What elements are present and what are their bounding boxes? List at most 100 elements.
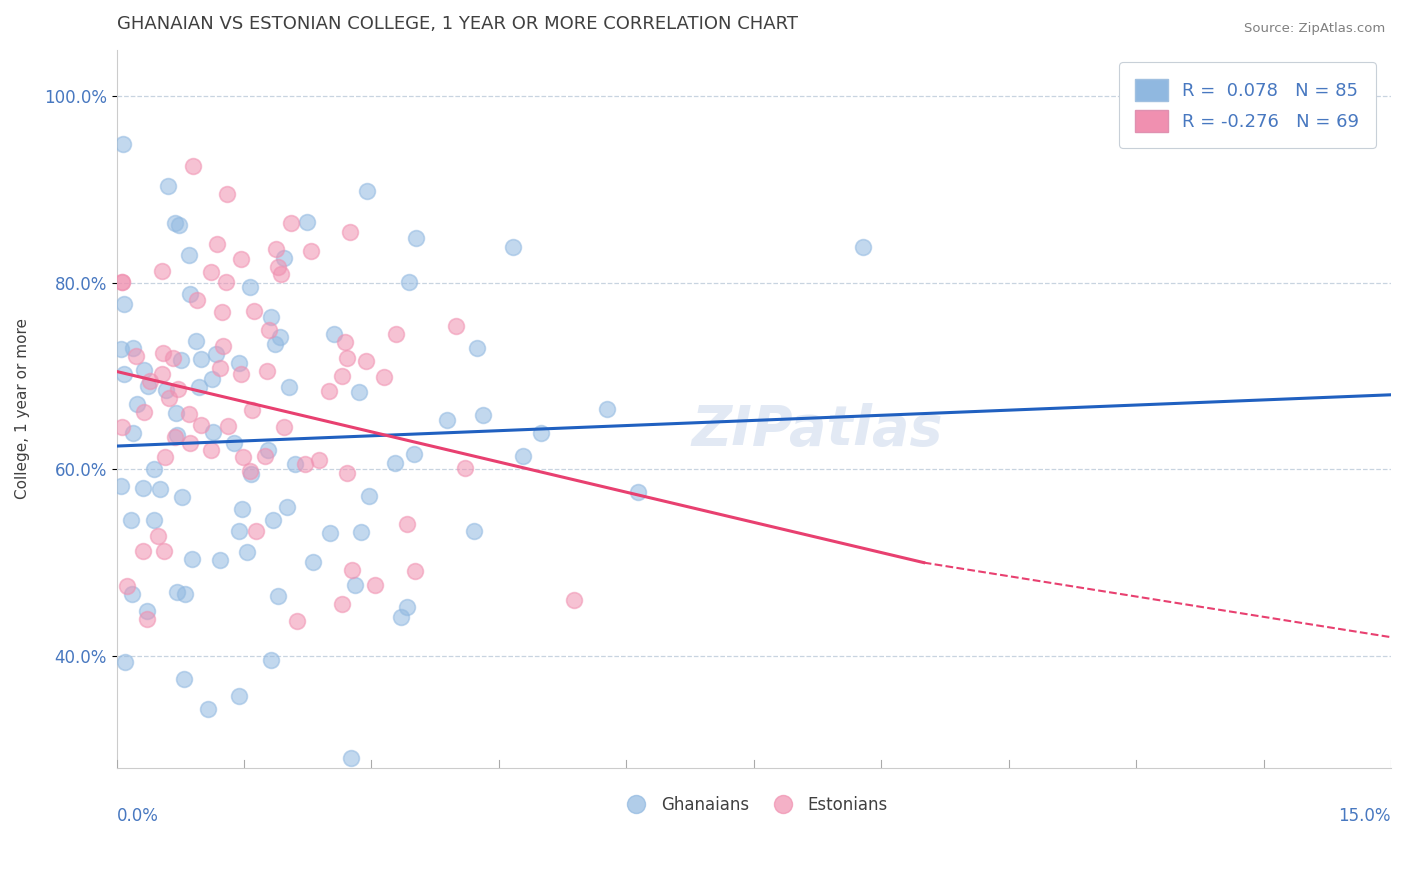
Point (257, 442, 280, 457)
Point (179, 286, 201, 301)
Point (212, 339, 235, 353)
Point (232, 450, 254, 464)
Point (502, 240, 524, 254)
Point (256, 364, 278, 378)
Point (262, 513, 284, 527)
Point (231, 502, 253, 516)
Point (385, 327, 408, 342)
Point (217, 419, 239, 434)
Point (463, 524, 485, 539)
Point (166, 382, 188, 396)
Point (350, 524, 373, 539)
Point (170, 490, 193, 504)
Point (111, 275, 134, 289)
Point (398, 275, 420, 289)
Point (318, 384, 340, 398)
Point (190, 351, 212, 366)
Point (111, 420, 134, 434)
Point (110, 479, 132, 493)
Point (405, 231, 427, 245)
Point (562, 592, 585, 607)
Point (239, 464, 262, 478)
Point (188, 380, 211, 394)
Point (302, 555, 325, 569)
Point (148, 529, 170, 543)
Point (155, 450, 177, 465)
Point (336, 466, 359, 480)
Point (186, 293, 208, 307)
Point (294, 457, 316, 471)
Point (177, 248, 200, 262)
Point (626, 484, 648, 499)
Point (389, 610, 412, 624)
Legend: Ghanaians, Estonians: Ghanaians, Estonians (613, 789, 894, 821)
Point (152, 346, 174, 360)
Text: ZIPatlas: ZIPatlas (692, 403, 943, 458)
Point (349, 385, 371, 400)
Point (396, 516, 419, 531)
Point (132, 405, 155, 419)
Point (231, 368, 253, 382)
Point (344, 578, 367, 592)
Point (471, 408, 494, 422)
Point (124, 349, 146, 363)
Point (143, 513, 166, 527)
Point (110, 343, 132, 357)
Point (243, 304, 266, 318)
Point (112, 296, 135, 310)
Point (222, 435, 245, 450)
Point (173, 672, 195, 686)
Point (276, 500, 298, 514)
Point (240, 403, 263, 417)
Point (356, 184, 378, 198)
Point (295, 215, 318, 229)
Point (200, 443, 222, 458)
Point (354, 354, 377, 368)
Point (266, 260, 288, 274)
Point (228, 524, 250, 538)
Point (512, 449, 534, 463)
Point (112, 367, 135, 381)
Point (436, 413, 458, 427)
Point (280, 216, 302, 230)
Text: Source: ZipAtlas.com: Source: ZipAtlas.com (1244, 22, 1385, 36)
Point (149, 482, 172, 496)
Point (446, 318, 468, 333)
Point (131, 543, 153, 558)
Point (215, 187, 238, 202)
Point (121, 425, 143, 440)
Point (342, 564, 364, 578)
Point (373, 369, 395, 384)
Point (228, 356, 250, 370)
Point (238, 280, 260, 294)
Point (285, 615, 308, 629)
Point (323, 327, 346, 342)
Point (155, 383, 177, 397)
Point (308, 453, 330, 467)
Point (184, 334, 207, 349)
Point (180, 552, 202, 566)
Point (359, 489, 381, 503)
Point (330, 369, 353, 384)
Point (190, 418, 212, 433)
Text: 15.0%: 15.0% (1339, 807, 1391, 825)
Point (150, 368, 173, 382)
Point (134, 363, 156, 377)
Point (852, 240, 875, 254)
Point (170, 353, 193, 368)
Point (273, 251, 295, 265)
Point (253, 449, 276, 463)
Point (465, 341, 488, 355)
Point (120, 512, 142, 526)
Point (396, 599, 419, 614)
Text: GHANAIAN VS ESTONIAN COLLEGE, 1 YEAR OR MORE CORRELATION CHART: GHANAIAN VS ESTONIAN COLLEGE, 1 YEAR OR … (117, 15, 797, 33)
Point (122, 341, 145, 355)
Point (299, 244, 322, 258)
Point (404, 564, 426, 578)
Point (270, 267, 292, 281)
Point (121, 587, 143, 601)
Point (112, 137, 135, 152)
Point (235, 545, 257, 559)
Point (165, 217, 187, 231)
Point (143, 461, 166, 475)
